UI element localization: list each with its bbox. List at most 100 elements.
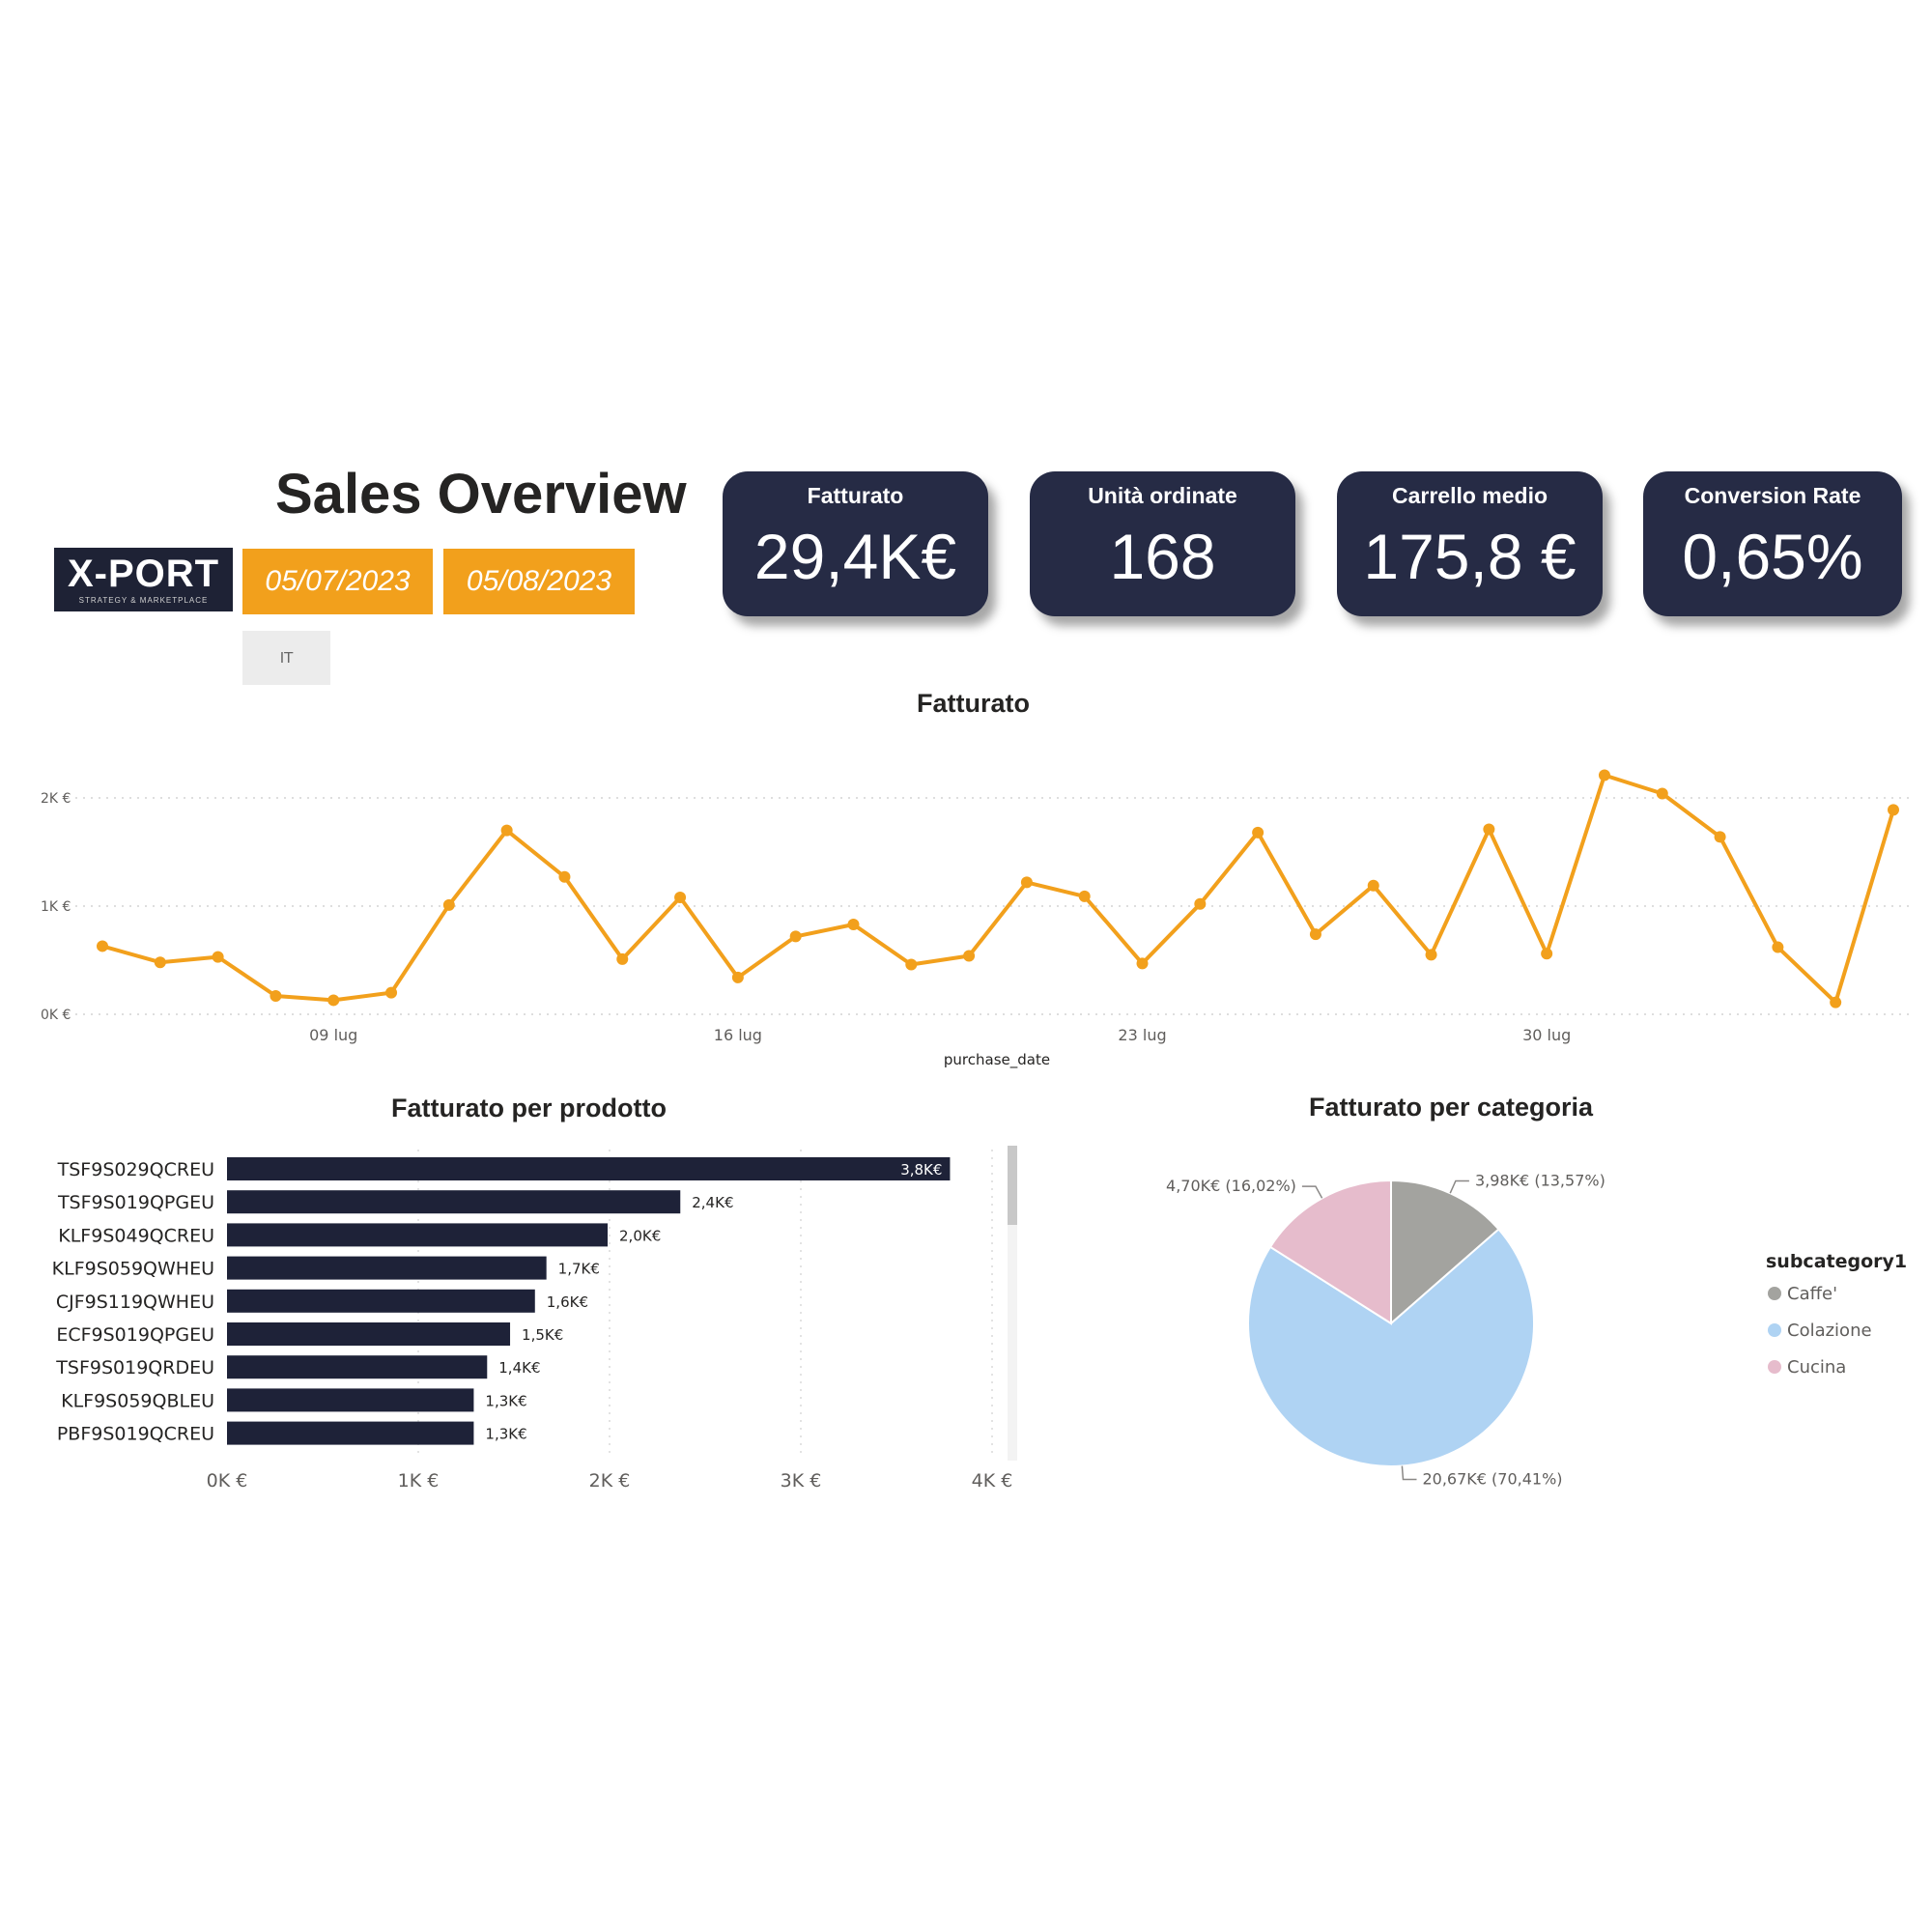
bar-data-label: 2,4K€ xyxy=(692,1194,733,1211)
bar-chart-title: Fatturato per prodotto xyxy=(391,1094,667,1122)
line-data-point xyxy=(616,952,629,965)
bar-category-label: KLF9S049QCREU xyxy=(58,1225,214,1246)
line-data-point xyxy=(1656,787,1668,800)
logo-brand-text: X-PORT xyxy=(67,553,220,595)
kpi-card-fatturato[interactable]: Fatturato 29,4K€ xyxy=(723,471,988,616)
bar-category-label: CJF9S119QWHEU xyxy=(56,1292,214,1313)
line-data-point xyxy=(905,958,918,971)
kpi-label: Conversion Rate xyxy=(1684,483,1861,508)
legend-marker-colazione xyxy=(1768,1323,1781,1337)
xport-logo: X-PORT STRATEGY & MARKETPLACE xyxy=(54,548,233,611)
fatturato-line-chart[interactable]: 0K € 1K € 2K € 09 lug 16 lug 23 lug 30 lug pu… xyxy=(0,734,1932,1082)
line-chart-title: Fatturato xyxy=(917,689,1030,718)
pie-slice-cucina xyxy=(1268,1179,1392,1325)
pie-slice-caffe xyxy=(1390,1179,1500,1326)
legend-item-label: Cucina xyxy=(1787,1357,1846,1378)
fatturato-per-prodotto-bar-chart[interactable]: TSF9S029QCREU 3,8K€ TSF9S019QPGEU 2,4K€ KLF9… xyxy=(0,1140,1024,1497)
line-data-point xyxy=(154,956,166,969)
bar-data-label: 1,4K€ xyxy=(498,1359,540,1377)
line-data-point xyxy=(1541,948,1553,960)
line-data-point xyxy=(1888,804,1899,816)
bar-tsf9s029qcreu xyxy=(227,1157,951,1180)
line-x-tick-label: 16 lug xyxy=(714,1026,762,1044)
bar-x-tick-label: 1K € xyxy=(398,1470,440,1492)
bar-tsf9s019qrdeu xyxy=(227,1355,488,1379)
date-start-slicer[interactable]: 05/07/2023 xyxy=(242,549,433,614)
line-data-point xyxy=(1598,769,1610,781)
line-data-point xyxy=(731,971,744,983)
logo-tagline: STRATEGY & MARKETPLACE xyxy=(78,596,209,605)
bar-pbf9s019qcreu xyxy=(227,1421,474,1445)
date-end-slicer[interactable]: 05/08/2023 xyxy=(443,549,635,614)
line-data-point xyxy=(442,898,455,911)
line-x-tick-label: 23 lug xyxy=(1118,1026,1166,1044)
bar-category-label: TSF9S019QRDEU xyxy=(55,1357,214,1378)
line-data-point xyxy=(212,951,224,963)
bar-category-label: KLF9S059QBLEU xyxy=(61,1390,214,1411)
bar-cjf9s119qwheu xyxy=(227,1289,535,1313)
line-data-point xyxy=(500,824,513,837)
page-title: Sales Overview xyxy=(275,463,687,526)
legend-marker-cucina xyxy=(1768,1360,1781,1374)
bar-x-tick-label: 2K € xyxy=(589,1470,631,1492)
line-data-point xyxy=(1252,826,1264,838)
pie-chart-title: Fatturato per categoria xyxy=(1309,1093,1594,1122)
pie-leader-line xyxy=(1449,1179,1469,1194)
bar-chart-scrollbar-track[interactable] xyxy=(1008,1146,1017,1461)
kpi-value: 29,4K€ xyxy=(753,521,957,592)
bar-klf9s049qcreu xyxy=(227,1223,609,1247)
line-x-tick-label: 09 lug xyxy=(309,1026,357,1044)
pie-data-label: 4,70K€ (16,02%) xyxy=(1166,1177,1296,1195)
kpi-value: 168 xyxy=(1109,521,1216,592)
line-data-point xyxy=(674,892,687,904)
line-data-point xyxy=(1309,928,1321,941)
legend-item-label: Caffe' xyxy=(1787,1284,1837,1304)
line-data-point xyxy=(1483,823,1495,836)
line-data-point xyxy=(1714,831,1726,843)
line-data-point xyxy=(1367,879,1379,892)
line-data-point xyxy=(1020,876,1033,889)
kpi-value: 175,8 € xyxy=(1363,521,1577,592)
kpi-card-conversion-rate[interactable]: Conversion Rate 0,65% xyxy=(1643,471,1902,616)
pie-leader-line xyxy=(1401,1465,1417,1481)
pie-data-label: 3,98K€ (13,57%) xyxy=(1475,1171,1605,1189)
line-data-point xyxy=(1136,957,1149,970)
kpi-card-carrello-medio[interactable]: Carrello medio 175,8 € xyxy=(1337,471,1603,616)
fatturato-per-categoria-pie-chart[interactable]: 3,98K€ (13,57%) 20,67K€ (70,41%) 4,70K€ (1… xyxy=(1130,1140,1932,1517)
country-slicer[interactable]: IT xyxy=(242,631,330,685)
kpi-card-unita-ordinate[interactable]: Unità ordinate 168 xyxy=(1030,471,1295,616)
bar-data-label: 1,6K€ xyxy=(547,1293,588,1311)
pie-data-label: 20,67K€ (70,41%) xyxy=(1422,1470,1562,1489)
bar-x-tick-label: 4K € xyxy=(972,1470,1013,1492)
kpi-label: Unità ordinate xyxy=(1088,483,1237,508)
legend-marker-caffe xyxy=(1768,1287,1781,1300)
bar-data-label: 1,3K€ xyxy=(485,1426,526,1443)
legend-title: subcategory1 xyxy=(1766,1251,1907,1272)
bar-x-tick-label: 3K € xyxy=(781,1470,822,1492)
pie-slice-colazione xyxy=(1247,1228,1535,1467)
bar-data-label: 1,5K€ xyxy=(522,1326,563,1344)
line-data-point xyxy=(847,919,860,931)
kpi-label: Fatturato xyxy=(807,483,904,508)
bar-category-label: TSF9S029QCREU xyxy=(57,1159,214,1180)
bar-chart-scrollbar-thumb[interactable] xyxy=(1008,1146,1017,1225)
kpi-value: 0,65% xyxy=(1682,521,1863,592)
line-data-point xyxy=(558,870,571,883)
line-series-fatturato xyxy=(101,773,1895,1005)
line-data-point xyxy=(385,986,398,999)
bar-tsf9s019qpgeu xyxy=(227,1190,681,1214)
line-data-point xyxy=(1078,890,1091,902)
bar-category-label: KLF9S059QWHEU xyxy=(52,1259,214,1280)
bar-x-tick-label: 0K € xyxy=(207,1470,248,1492)
bar-ecf9s019qpgeu xyxy=(227,1322,511,1346)
line-data-point xyxy=(1772,941,1784,953)
bar-data-label: 1,3K€ xyxy=(485,1392,526,1409)
line-y-tick-label: 0K € xyxy=(41,1008,71,1023)
line-data-point xyxy=(789,930,802,943)
line-data-point xyxy=(1425,949,1437,961)
bar-category-label: PBF9S019QCREU xyxy=(57,1424,214,1445)
line-x-tick-label: 30 lug xyxy=(1522,1026,1571,1044)
bar-category-label: TSF9S019QPGEU xyxy=(57,1192,214,1213)
bar-klf9s059qbleu xyxy=(227,1388,474,1412)
line-data-point xyxy=(963,950,976,962)
